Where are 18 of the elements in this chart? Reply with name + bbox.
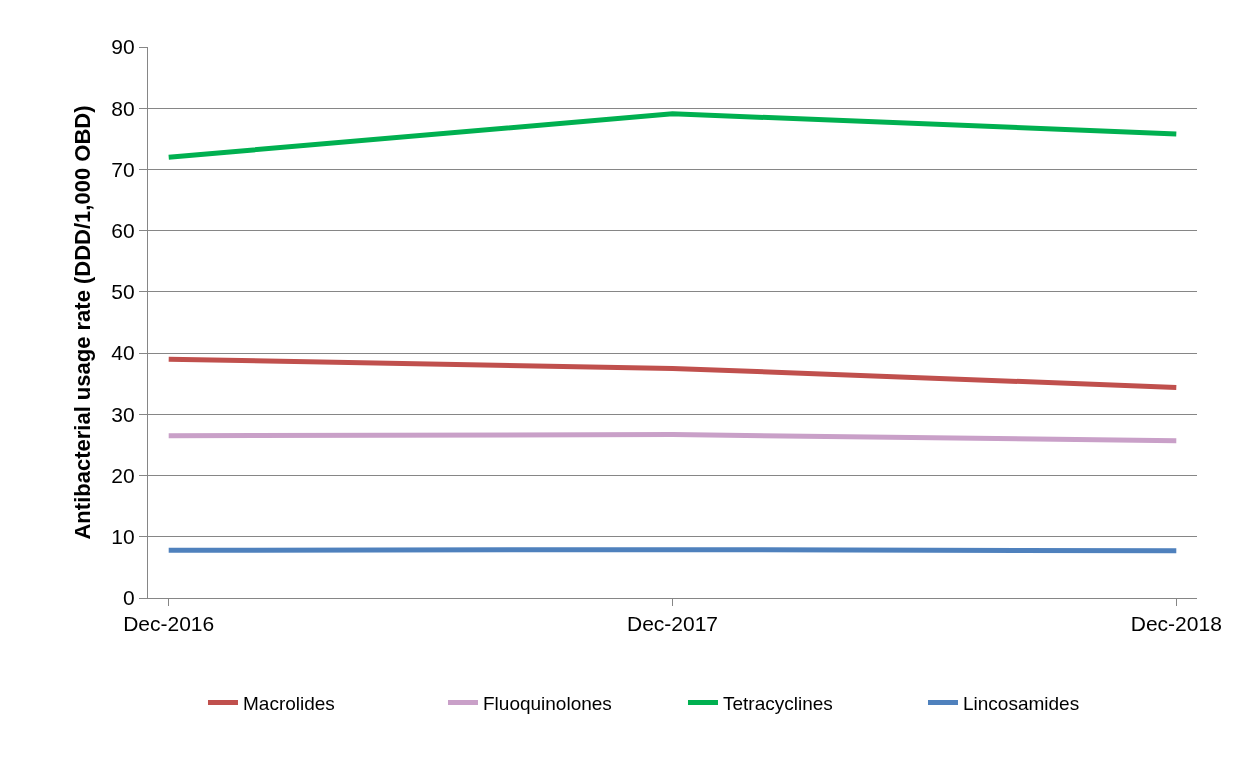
y-tick-label: 90 [111,35,135,59]
y-tick-label: 20 [111,463,135,487]
legend-label: Fluoquinolones [482,692,612,714]
x-tick-label: Dec-2018 [1130,612,1222,636]
legend-label: Macrolides [242,692,335,714]
x-tick-label: Dec-2016 [123,612,215,636]
y-tick-label: 30 [111,402,135,426]
legend-label: Lincosamides [962,692,1080,714]
y-tick-label: 80 [111,96,135,120]
y-axis-title: Antibacterial usage rate (DDD/1,000 OBD) [70,105,96,540]
y-tick-label: 70 [111,157,135,181]
y-tick-label: 40 [111,341,135,365]
x-tick-label: Dec-2017 [626,612,719,636]
y-tick-label: 0 [122,586,135,610]
y-tick-label: 60 [111,219,135,243]
y-tick-label: 10 [111,525,135,549]
y-tick-label: 50 [111,280,135,304]
legend-label: Tetracyclines [722,692,833,714]
